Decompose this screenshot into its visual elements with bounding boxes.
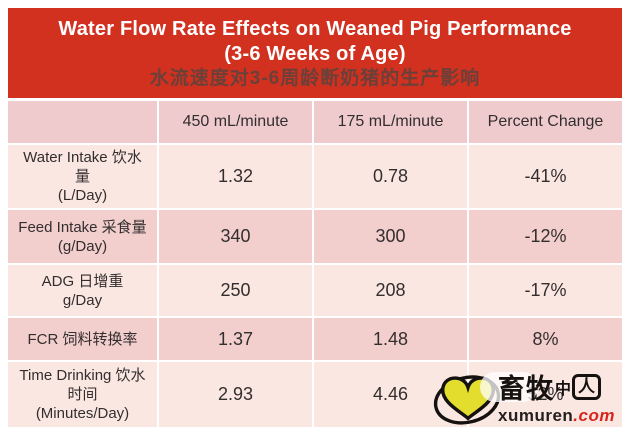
table-row-feed-intake: Feed Intake 采食量 (g/Day) 340 300 -12%: [8, 210, 622, 263]
value-percent-change: 52%: [469, 362, 622, 427]
value-175: 300: [314, 210, 467, 263]
row-unit-text: (Minutes/Day): [35, 405, 130, 422]
value-175: 208: [314, 265, 467, 316]
row-label-text: ADG 日增重: [41, 272, 124, 290]
row-label-text: FCR 饲料转换率: [27, 330, 138, 348]
value-percent-change: -41%: [469, 145, 622, 208]
table-header-row: 450 mL/minute 175 mL/minute Percent Chan…: [8, 101, 622, 143]
header-cell-450: 450 mL/minute: [159, 101, 312, 143]
row-unit-text: (g/Day): [57, 237, 108, 255]
row-label-text: Time Drinking 饮水时间: [19, 367, 146, 403]
row-unit-text: (L/Day): [57, 187, 108, 204]
banner-title-line1: Water Flow Rate Effects on Weaned Pig Pe…: [58, 18, 572, 40]
header-cell-blank: [8, 101, 157, 143]
value-450: 1.37: [159, 318, 312, 360]
row-label: Feed Intake 采食量 (g/Day): [8, 210, 157, 263]
header-cell-175: 175 mL/minute: [314, 101, 467, 143]
value-percent-change: 8%: [469, 318, 622, 360]
value-450: 1.32: [159, 145, 312, 208]
table-row-adg: ADG 日增重 g/Day 250 208 -17%: [8, 265, 622, 316]
table-row-time-drinking: Time Drinking 饮水时间 (Minutes/Day) 2.93 4.…: [8, 362, 622, 427]
row-label: FCR 饲料转换率: [8, 318, 157, 360]
table-row-water-intake: Water Intake 饮水量 (L/Day) 1.32 0.78 -41%: [8, 145, 622, 208]
value-450: 2.93: [159, 362, 312, 427]
value-percent-change: -17%: [469, 265, 622, 316]
table-row-fcr: FCR 饲料转换率 1.37 1.48 8%: [8, 318, 622, 360]
banner-title-line2: (3-6 Weeks of Age): [224, 43, 406, 65]
value-175: 1.48: [314, 318, 467, 360]
row-unit-text: g/Day: [62, 291, 103, 309]
title-banner: Water Flow Rate Effects on Weaned Pig Pe…: [8, 8, 622, 98]
row-label: ADG 日增重 g/Day: [8, 265, 157, 316]
banner-subtitle-chinese: 水流速度对3-6周龄断奶猪的生产影响: [149, 68, 481, 89]
row-label: Time Drinking 饮水时间 (Minutes/Day): [8, 362, 157, 427]
performance-table: 450 mL/minute 175 mL/minute Percent Chan…: [8, 101, 622, 427]
value-450: 250: [159, 265, 312, 316]
value-175: 0.78: [314, 145, 467, 208]
header-cell-percent-change: Percent Change: [469, 101, 622, 143]
row-label-text: Water Intake 饮水量: [23, 149, 142, 185]
row-label-text: Feed Intake 采食量: [18, 218, 147, 236]
value-percent-change: -12%: [469, 210, 622, 263]
value-450: 340: [159, 210, 312, 263]
value-175: 4.46: [314, 362, 467, 427]
row-label: Water Intake 饮水量 (L/Day): [8, 145, 157, 208]
